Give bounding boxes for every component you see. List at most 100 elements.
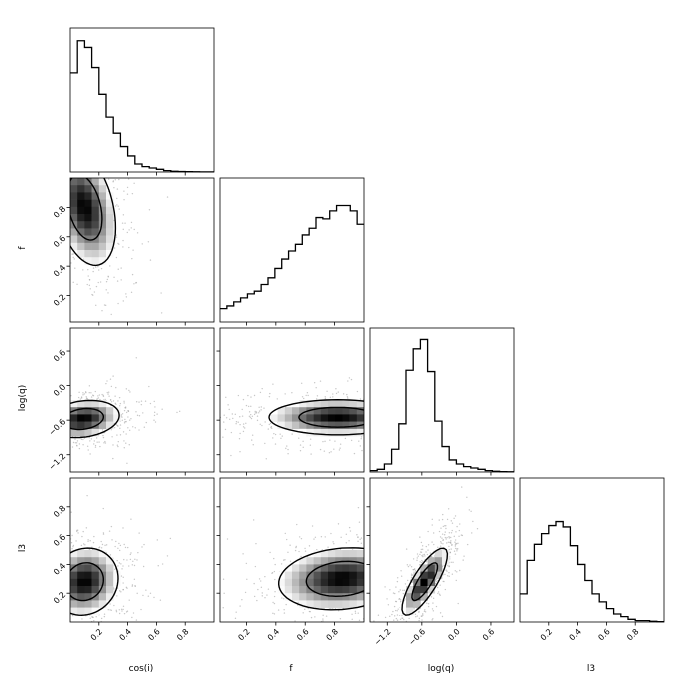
- scatter-point: [287, 551, 289, 554]
- scatter-point: [493, 417, 494, 418]
- scatter-point: [31, 209, 32, 210]
- density-cell: [406, 607, 414, 616]
- scatter-point: [442, 580, 444, 583]
- scatter-point: [64, 589, 65, 590]
- hist-bar: [289, 251, 296, 322]
- scatter-point: [50, 561, 51, 562]
- scatter-point: [45, 433, 46, 434]
- scatter-point: [480, 588, 481, 589]
- density-cell: [84, 550, 92, 558]
- scatter-point: [97, 152, 98, 153]
- scatter-point: [360, 438, 362, 440]
- density-cell: [70, 428, 78, 437]
- scatter-point: [474, 577, 475, 578]
- scatter-point: [368, 566, 369, 567]
- scatter-point: [395, 442, 396, 443]
- scatter-point: [122, 300, 124, 302]
- scatter-point: [315, 398, 318, 400]
- scatter-point: [60, 405, 61, 406]
- scatter-point: [396, 610, 398, 612]
- scatter-point: [113, 604, 115, 607]
- scatter-point: [33, 597, 34, 598]
- hist-bar: [337, 205, 344, 322]
- scatter-point: [3, 442, 4, 443]
- scatter-point: [332, 393, 334, 395]
- scatter-point: [367, 602, 368, 603]
- density-cell: [98, 228, 107, 236]
- scatter-point: [120, 415, 122, 417]
- scatter-point: [31, 428, 32, 429]
- scatter-point: [476, 528, 479, 530]
- scatter-point: [272, 601, 274, 604]
- scatter-point: [445, 525, 447, 527]
- scatter-point: [109, 399, 112, 401]
- scatter-point: [402, 436, 403, 437]
- y-tick-label: −0.6: [47, 417, 67, 437]
- scatter-point: [91, 546, 93, 548]
- scatter-point: [26, 423, 27, 424]
- scatter-point: [443, 599, 444, 600]
- scatter-point: [52, 440, 53, 441]
- density-cell: [84, 250, 92, 258]
- scatter-point: [33, 95, 34, 96]
- scatter-point: [134, 341, 135, 342]
- scatter-point: [99, 169, 100, 170]
- scatter-point: [261, 387, 263, 390]
- scatter-point: [258, 412, 260, 414]
- scatter-point: [437, 546, 439, 548]
- scatter-point: [414, 402, 415, 403]
- scatter-point: [66, 229, 67, 230]
- scatter-point: [422, 554, 424, 556]
- scatter-point: [70, 542, 73, 544]
- scatter-point: [126, 186, 129, 189]
- scatter-point: [88, 392, 90, 394]
- scatter-point: [110, 609, 113, 611]
- scatter-point: [376, 580, 377, 581]
- scatter-point: [377, 554, 378, 555]
- scatter-point: [50, 503, 51, 504]
- scatter-point: [80, 122, 81, 123]
- scatter-point: [25, 423, 26, 424]
- x-tick-label: 0.4: [118, 627, 133, 642]
- hist-bar: [309, 228, 316, 322]
- scatter-point: [92, 616, 94, 619]
- hist-bar: [254, 291, 261, 322]
- scatter-point: [40, 410, 41, 411]
- scatter-point: [33, 204, 34, 205]
- scatter-point: [427, 530, 429, 533]
- scatter-point: [50, 592, 51, 593]
- scatter-point: [453, 535, 455, 538]
- scatter-point: [90, 438, 93, 440]
- density-cell: [98, 557, 107, 565]
- scatter-point: [68, 401, 69, 402]
- scatter-point: [83, 624, 84, 625]
- density-cell: [106, 421, 114, 430]
- scatter-point: [65, 411, 66, 412]
- density-cell: [77, 228, 85, 236]
- scatter-point: [455, 395, 456, 396]
- scatter-point: [64, 190, 65, 191]
- density-cell: [91, 185, 100, 193]
- scatter-point: [67, 628, 68, 629]
- scatter-point: [37, 630, 38, 631]
- scatter-point: [322, 614, 324, 617]
- scatter-point: [115, 609, 117, 612]
- scatter-point: [424, 385, 425, 386]
- scatter-point: [366, 527, 367, 528]
- scatter-point: [99, 281, 102, 283]
- scatter-point: [300, 555, 302, 558]
- scatter-point: [97, 281, 99, 284]
- hist-bar: [295, 244, 302, 322]
- scatter-point: [421, 545, 424, 547]
- scatter-point: [129, 175, 130, 176]
- scatter-point: [124, 222, 126, 224]
- scatter-point: [368, 662, 369, 663]
- scatter-point: [395, 388, 396, 389]
- scatter-point: [56, 178, 57, 179]
- scatter-point: [257, 588, 259, 591]
- scatter-point: [135, 619, 138, 621]
- density-cell: [413, 571, 421, 580]
- scatter-point: [63, 193, 64, 194]
- density-cell: [70, 414, 78, 422]
- scatter-point: [179, 410, 181, 413]
